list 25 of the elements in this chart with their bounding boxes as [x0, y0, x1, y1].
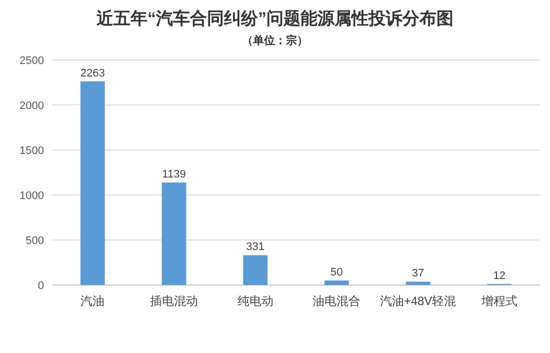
bar [243, 255, 268, 285]
bar [80, 81, 105, 285]
data-label: 37 [412, 268, 424, 280]
data-label: 1139 [162, 168, 186, 180]
x-tick-label: 插电混动 [150, 294, 198, 308]
bar [324, 280, 349, 285]
bar [162, 182, 186, 285]
y-tick-label: 2500 [20, 55, 44, 67]
x-tick-label: 纯电动 [237, 294, 274, 308]
y-tick-label: 500 [26, 235, 44, 247]
data-label: 331 [246, 241, 265, 254]
x-tick-label: 增程式 [480, 294, 518, 308]
y-tick-label: 0 [38, 280, 44, 292]
y-tick-label: 1500 [20, 145, 44, 157]
bar [406, 282, 430, 285]
x-tick-label: 油电混合 [312, 294, 361, 308]
y-tick-label: 2000 [20, 100, 44, 112]
chart-subtitle: （单位：宗） [242, 34, 308, 47]
y-tick-label: 1000 [20, 190, 44, 202]
data-label: 50 [330, 266, 343, 278]
x-tick-label: 汽油+48V轻混 [380, 294, 456, 308]
x-tick-label: 汽油 [80, 294, 105, 308]
chart-title: 近五年“汽车合同纠纷”问题能源属性投诉分布图 [96, 9, 454, 28]
data-label: 2263 [80, 67, 105, 80]
data-label: 12 [493, 270, 506, 282]
